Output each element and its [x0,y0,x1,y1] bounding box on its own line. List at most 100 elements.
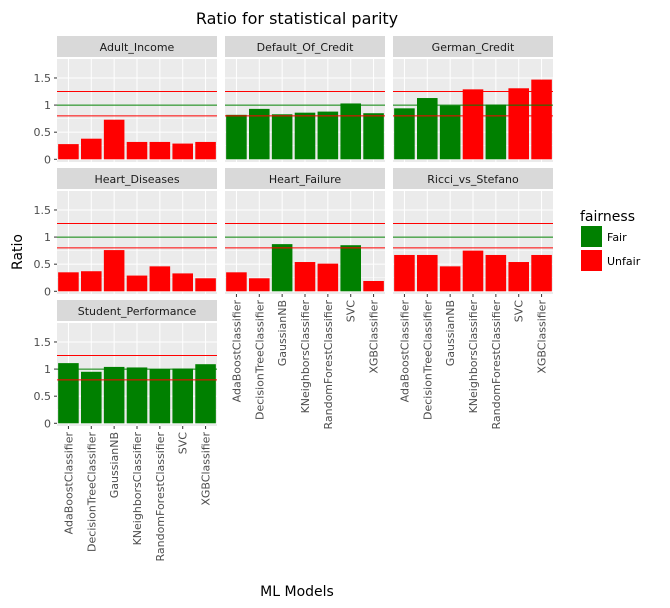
bar-randomforestclassifier [317,263,339,292]
x-tick-label: GaussianNB [108,432,121,498]
facet-panel: Ricci_vs_Stefano AdaBoostClassifier Decisi… [393,168,553,430]
bar-gaussiannb [103,250,125,292]
y-tick-label: 0 [44,417,51,430]
x-tick-label: XGBClassifier [536,300,549,374]
facet-panel: Adult_Income 0 0.5 1 1.5 [34,36,217,166]
bar-decisiontreeclassifier [81,138,102,160]
x-tick-label: DecisionTreeClassifier [421,300,434,420]
bar-gaussiannb [103,119,125,160]
y-tick-label: 1 [44,363,51,376]
x-tick-label: XGBClassifier [200,432,213,506]
facet-panel: Student_Performance 0 0.5 1 1.5 AdaBoostClass… [34,300,217,562]
x-tick-label: AdaBoostClassifier [62,432,75,535]
bar-adaboostclassifier [58,272,79,292]
x-tick-label: AdaBoostClassifier [230,300,243,403]
y-tick-label: 1.5 [34,336,52,349]
bar-svc [340,103,361,160]
bar-gaussiannb [271,244,293,292]
bar-xgbclassifier [363,113,384,160]
bar-decisiontreeclassifier [81,271,102,292]
y-tick-label: 1.5 [34,72,52,85]
x-tick-label: SVC [177,432,190,455]
legend-key-unfair [581,250,602,271]
x-tick-label: DecisionTreeClassifier [253,300,266,420]
x-tick-label: RandomForestClassifier [490,300,503,430]
bar-xgbclassifier [363,280,384,292]
bar-randomforestclassifier [149,369,171,424]
y-tick-label: 1 [44,99,51,112]
facet-strip-label: Heart_Failure [269,173,342,186]
facet-strip-label: Heart_Diseases [94,173,179,186]
y-tick-label: 0 [44,285,51,298]
bar-randomforestclassifier [485,254,507,292]
bar-adaboostclassifier [226,272,247,292]
bar-svc [508,262,529,292]
x-tick-label: RandomForestClassifier [322,300,335,430]
x-tick-label: DecisionTreeClassifier [85,432,98,552]
bar-gaussiannb [439,266,461,292]
facet-strip [393,36,553,57]
bar-kneighborsclassifier [126,367,148,424]
x-tick-label: AdaBoostClassifier [398,300,411,403]
legend-label-unfair: Unfair [607,255,641,268]
x-tick-label: SVC [513,300,526,323]
facet-strip-label: German_Credit [432,41,515,54]
bar-xgbclassifier [195,278,216,292]
facet-strip [225,36,385,57]
bar-svc [172,273,193,292]
facet-strip-label: Student_Performance [78,305,197,318]
bar-xgbclassifier [531,79,552,160]
x-tick-label: KNeighborsClassifier [299,300,312,414]
x-tick-label: KNeighborsClassifier [131,432,144,546]
y-tick-label: 0.5 [34,390,52,403]
bar-decisiontreeclassifier [81,371,102,424]
facet-panel: Heart_Failure AdaBoostClassifier DecisionT… [225,168,385,430]
x-axis-title: ML Models [260,584,334,600]
bar-svc [172,143,193,160]
legend: fairness Fair Unfair [580,209,641,271]
bar-kneighborsclassifier [126,141,148,160]
bar-xgbclassifier [195,364,216,424]
bar-adaboostclassifier [226,114,247,160]
legend-label-fair: Fair [607,231,627,244]
facet-panels: Adult_Income 0 0.5 1 1.5 Default_Of_Credit Ger… [34,36,553,562]
bar-xgbclassifier [195,141,216,160]
bar-kneighborsclassifier [126,275,148,292]
y-tick-label: 1.5 [34,204,52,217]
facet-strip [393,168,553,189]
bar-decisiontreeclassifier [417,98,438,160]
bar-adaboostclassifier [58,363,79,424]
bar-svc [340,245,361,292]
legend-key-fair [581,226,602,247]
y-tick-label: 1 [44,231,51,244]
bar-kneighborsclassifier [294,112,316,160]
x-tick-label: KNeighborsClassifier [467,300,480,414]
facet-strip [225,168,385,189]
facet-panel: German_Credit [393,36,553,162]
facet-strip [57,300,217,321]
facet-strip-label: Default_Of_Credit [257,41,354,54]
legend-title: fairness [580,209,635,225]
y-tick-label: 0.5 [34,258,52,271]
bar-kneighborsclassifier [462,89,484,160]
bar-svc [508,88,529,160]
x-tick-label: GaussianNB [276,300,289,366]
x-tick-label: SVC [345,300,358,323]
facet-strip [57,168,217,189]
bar-randomforestclassifier [485,104,507,160]
bar-decisiontreeclassifier [249,278,270,292]
x-tick-label: GaussianNB [444,300,457,366]
bar-decisiontreeclassifier [249,108,270,160]
x-tick-label: RandomForestClassifier [154,432,167,562]
bar-randomforestclassifier [317,111,339,160]
bar-kneighborsclassifier [294,262,316,292]
bar-randomforestclassifier [149,266,171,292]
bar-gaussiannb [103,366,125,424]
bar-svc [172,368,193,424]
facet-strip [57,36,217,57]
facet-strip-label: Ricci_vs_Stefano [427,173,519,186]
y-tick-label: 0 [44,153,51,166]
bar-gaussiannb [439,105,461,160]
bar-gaussiannb [271,114,293,160]
